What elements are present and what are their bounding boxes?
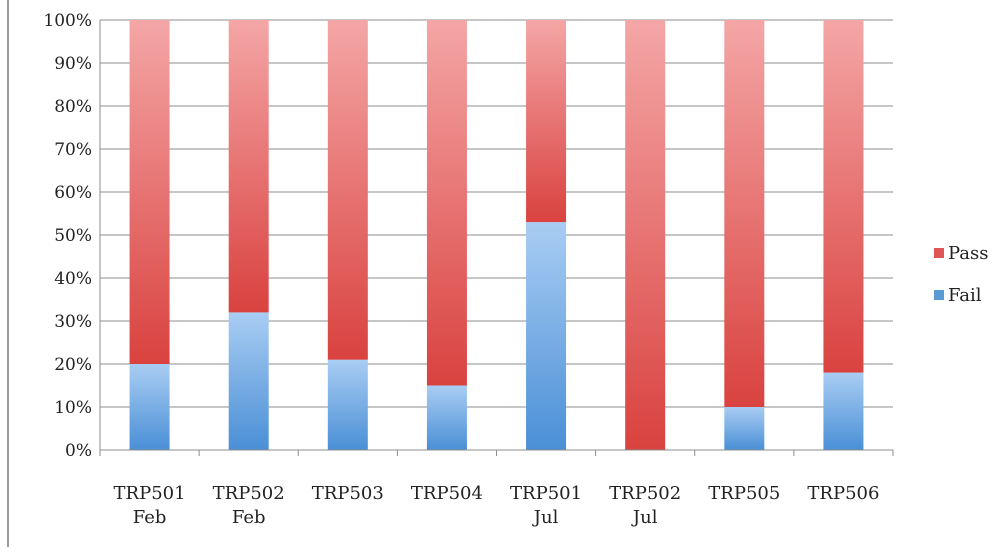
bar-fail-6	[724, 407, 765, 450]
bar-pass-7	[823, 20, 864, 373]
x-tick-label: TRP501 Jul	[510, 483, 582, 528]
x-axis-tick-labels: TRP501 Feb TRP502 Feb TRP503 TRP504 TRP501 Jul T…	[114, 483, 880, 528]
bars	[129, 20, 864, 450]
bar-fail-3	[426, 385, 467, 450]
y-tick-label: 10%	[54, 398, 92, 418]
bar-pass-6	[724, 20, 765, 407]
y-tick-label: 50%	[54, 226, 92, 246]
legend-label-pass: Pass	[948, 243, 989, 264]
legend-swatch-fail	[934, 290, 944, 300]
bar-fail-2	[327, 359, 368, 450]
y-axis-tick-labels: 0% 10% 20% 30% 40% 50% 60% 70% 80% 90% 100%	[43, 11, 92, 461]
bar-pass-4	[526, 20, 567, 223]
x-tick-label: TRP506	[807, 483, 879, 504]
legend-swatch-pass	[934, 248, 944, 258]
y-tick-label: 90%	[54, 54, 92, 74]
bar-fail-7	[823, 372, 864, 450]
x-tick-label: TRP504	[411, 483, 483, 504]
x-tick-label: TRP505	[708, 483, 780, 504]
axes	[99, 20, 894, 456]
bar-pass-2	[327, 20, 368, 360]
y-tick-label: 80%	[54, 97, 92, 117]
y-tick-label: 30%	[54, 312, 92, 332]
legend: Pass Fail	[934, 243, 989, 306]
y-tick-label: 60%	[54, 183, 92, 203]
legend-label-fail: Fail	[948, 285, 982, 306]
bar-fail-0	[129, 364, 170, 450]
bar-pass-5	[625, 20, 666, 450]
y-tick-label: 0%	[65, 441, 92, 461]
x-tick-label: TRP502 Feb	[213, 483, 285, 528]
y-tick-label: 20%	[54, 355, 92, 375]
bar-pass-3	[426, 20, 467, 386]
y-tick-label: 70%	[54, 140, 92, 160]
bar-fail-1	[228, 312, 269, 450]
bar-pass-0	[129, 20, 170, 364]
left-border-line	[7, 0, 9, 547]
bar-pass-1	[228, 20, 269, 313]
x-tick-label: TRP501 Feb	[114, 483, 186, 528]
bar-fail-4	[526, 222, 567, 450]
y-tick-label: 100%	[43, 11, 92, 31]
y-tick-label: 40%	[54, 269, 92, 289]
gridlines	[100, 19, 893, 408]
x-tick-label: TRP502 Jul	[609, 483, 681, 528]
x-tick-label: TRP503	[312, 483, 384, 504]
